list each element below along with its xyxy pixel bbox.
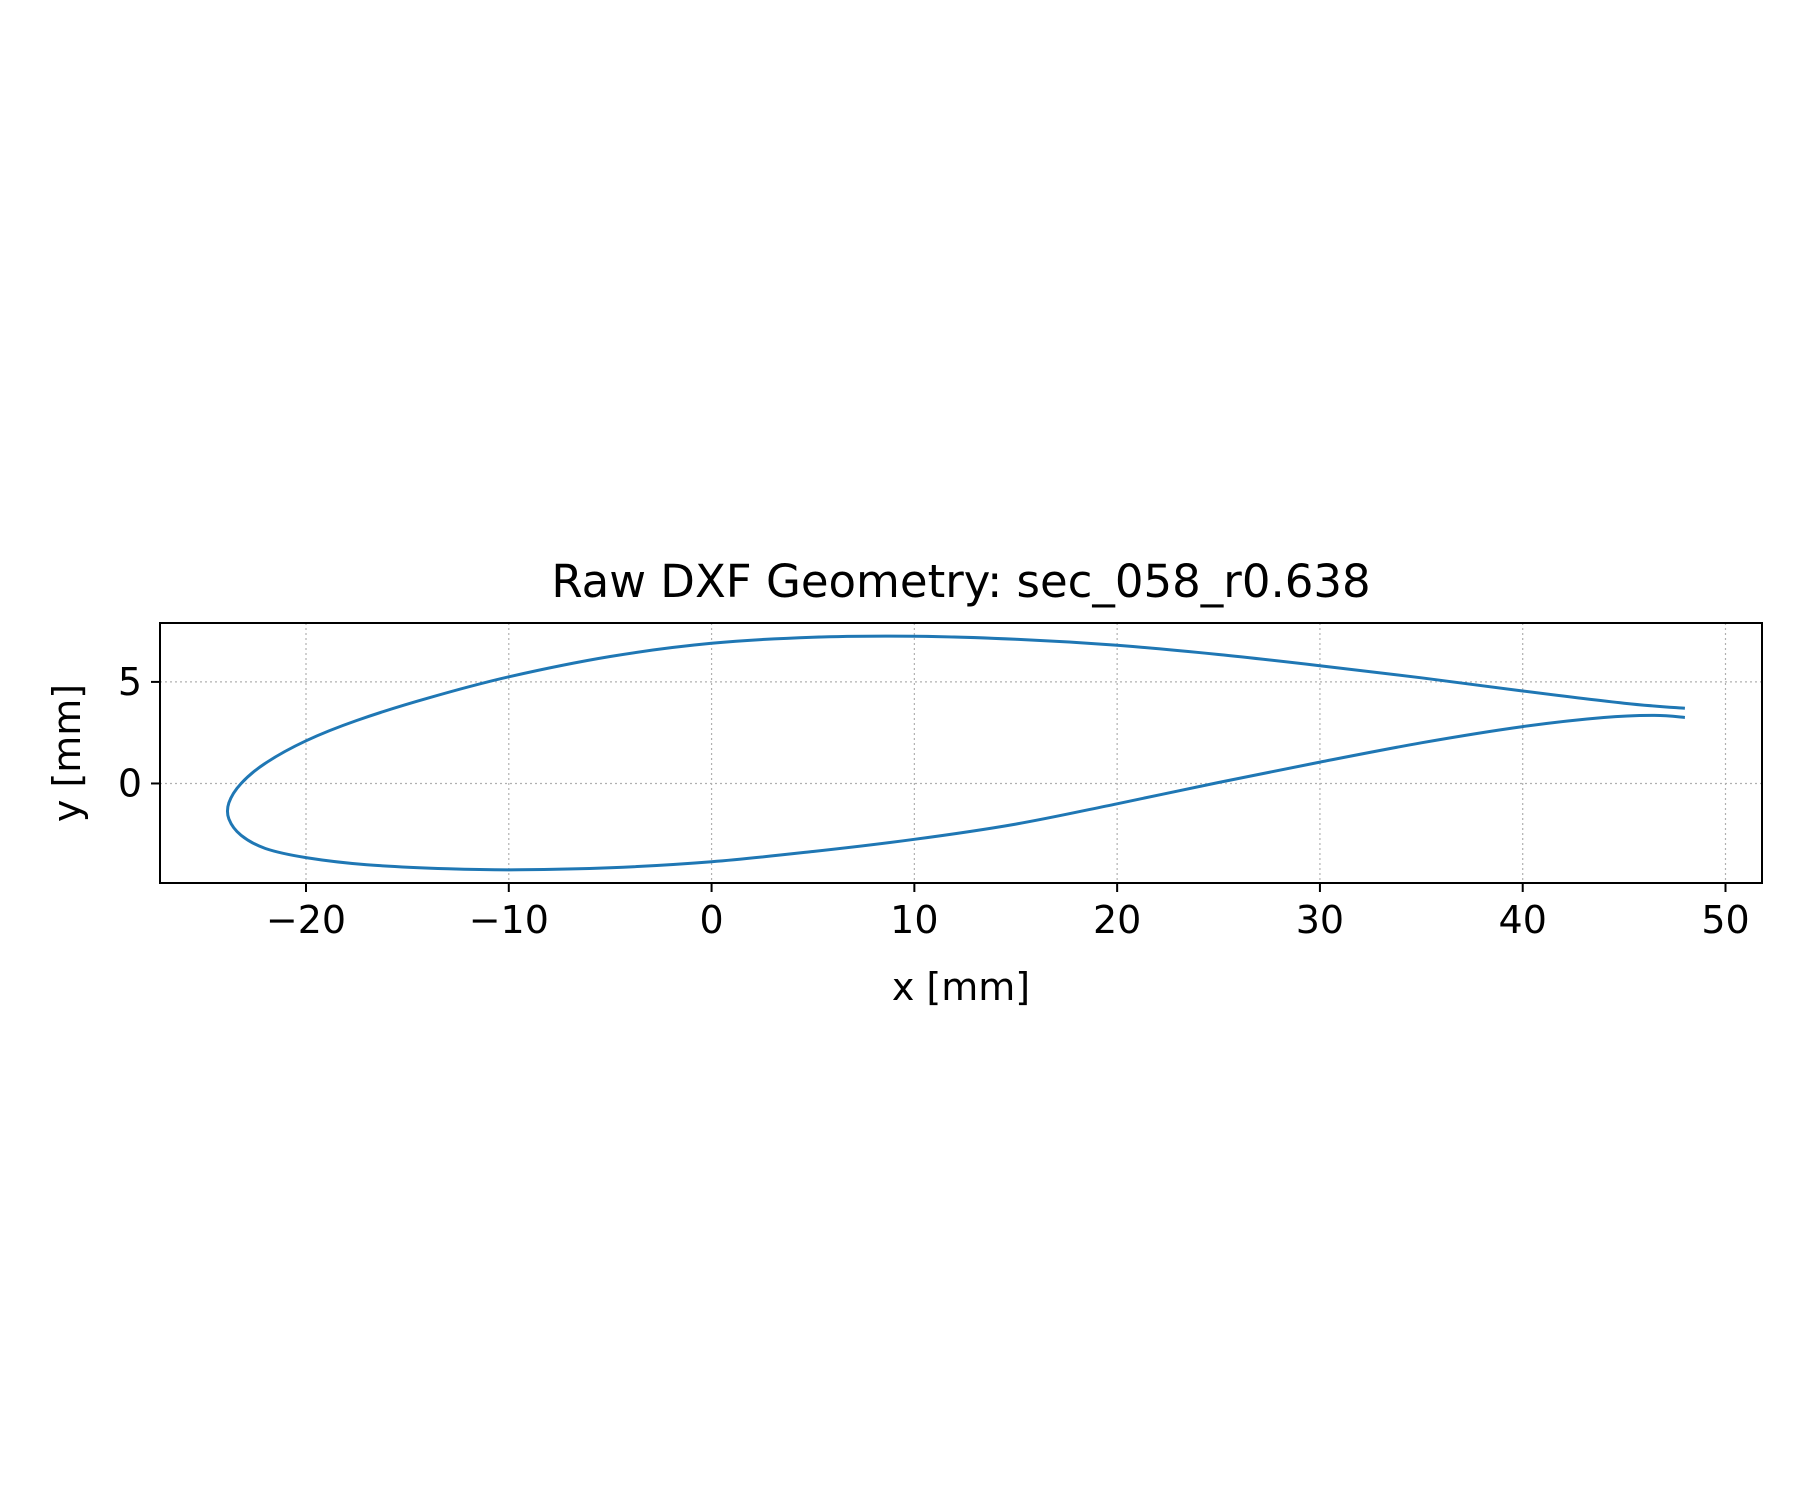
x-tick-label: 10 [890,898,938,942]
plot-area-background [160,623,1762,883]
series-layer [225,634,1686,872]
x-tick-label: −10 [469,898,549,942]
x-axis-ticks: −20 −10 0 10 20 30 40 50 [266,883,1750,942]
airfoil-profile-line [225,634,1686,872]
x-tick-label: 50 [1701,898,1749,942]
x-tick-label: 30 [1296,898,1344,942]
y-tick-label: 5 [118,660,142,704]
x-tick-label: 20 [1093,898,1141,942]
y-tick-label: 0 [118,761,142,805]
x-tick-label: 0 [699,898,723,942]
x-axis-label: x [mm] [892,965,1030,1009]
x-tick-label: −20 [266,898,346,942]
x-tick-label: 40 [1499,898,1547,942]
y-axis-ticks: 05 [118,660,160,805]
plot-area-frame [159,622,1763,884]
y-axis-label: y [mm] [45,684,89,822]
chart-title: Raw DXF Geometry: sec_058_r0.638 [551,555,1370,608]
